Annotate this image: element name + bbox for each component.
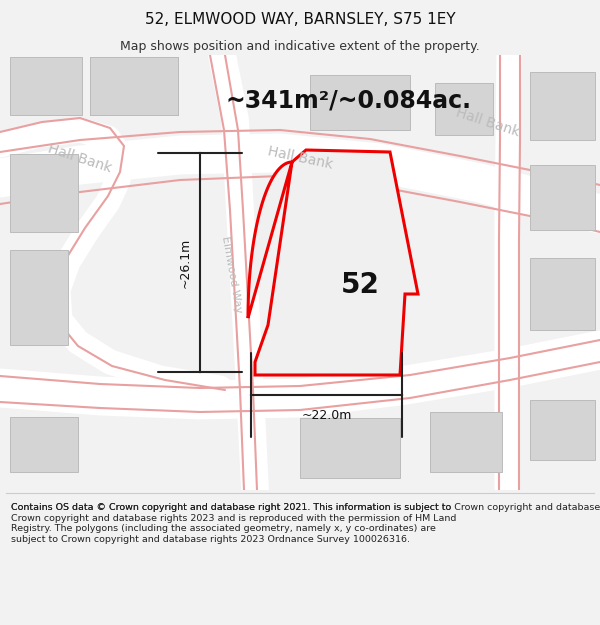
Bar (10, 154, 78, 232)
Text: Elmwood Way: Elmwood Way (220, 236, 244, 314)
Bar (530, 165, 595, 230)
Text: Map shows position and indicative extent of the property.: Map shows position and indicative extent… (120, 39, 480, 52)
Text: Contains OS data © Crown copyright and database right 2021. This information is : Contains OS data © Crown copyright and d… (11, 504, 456, 544)
Bar (530, 72, 595, 140)
Polygon shape (248, 150, 418, 375)
Bar (90, 57, 178, 115)
Polygon shape (90, 57, 178, 115)
Bar (530, 400, 595, 460)
Text: ~22.0m: ~22.0m (301, 409, 352, 422)
Text: ~341m²/~0.084ac.: ~341m²/~0.084ac. (225, 88, 471, 112)
Bar (10, 417, 78, 472)
Text: 52, ELMWOOD WAY, BARNSLEY, S75 1EY: 52, ELMWOOD WAY, BARNSLEY, S75 1EY (145, 12, 455, 27)
Text: ~26.1m: ~26.1m (179, 238, 192, 288)
Text: Hall Bank: Hall Bank (46, 141, 113, 175)
Polygon shape (270, 220, 390, 335)
Bar (530, 258, 595, 330)
Bar (10, 250, 68, 345)
Bar (10, 57, 82, 115)
Bar (430, 412, 502, 472)
Text: 52: 52 (341, 271, 379, 299)
Bar (300, 418, 400, 478)
Bar (310, 75, 410, 130)
Text: Hall Bank: Hall Bank (454, 105, 521, 139)
Text: Contains OS data © Crown copyright and database right 2021. This information is : Contains OS data © Crown copyright and d… (11, 504, 600, 512)
Text: Hall Bank: Hall Bank (266, 144, 334, 172)
Bar (435, 83, 493, 135)
